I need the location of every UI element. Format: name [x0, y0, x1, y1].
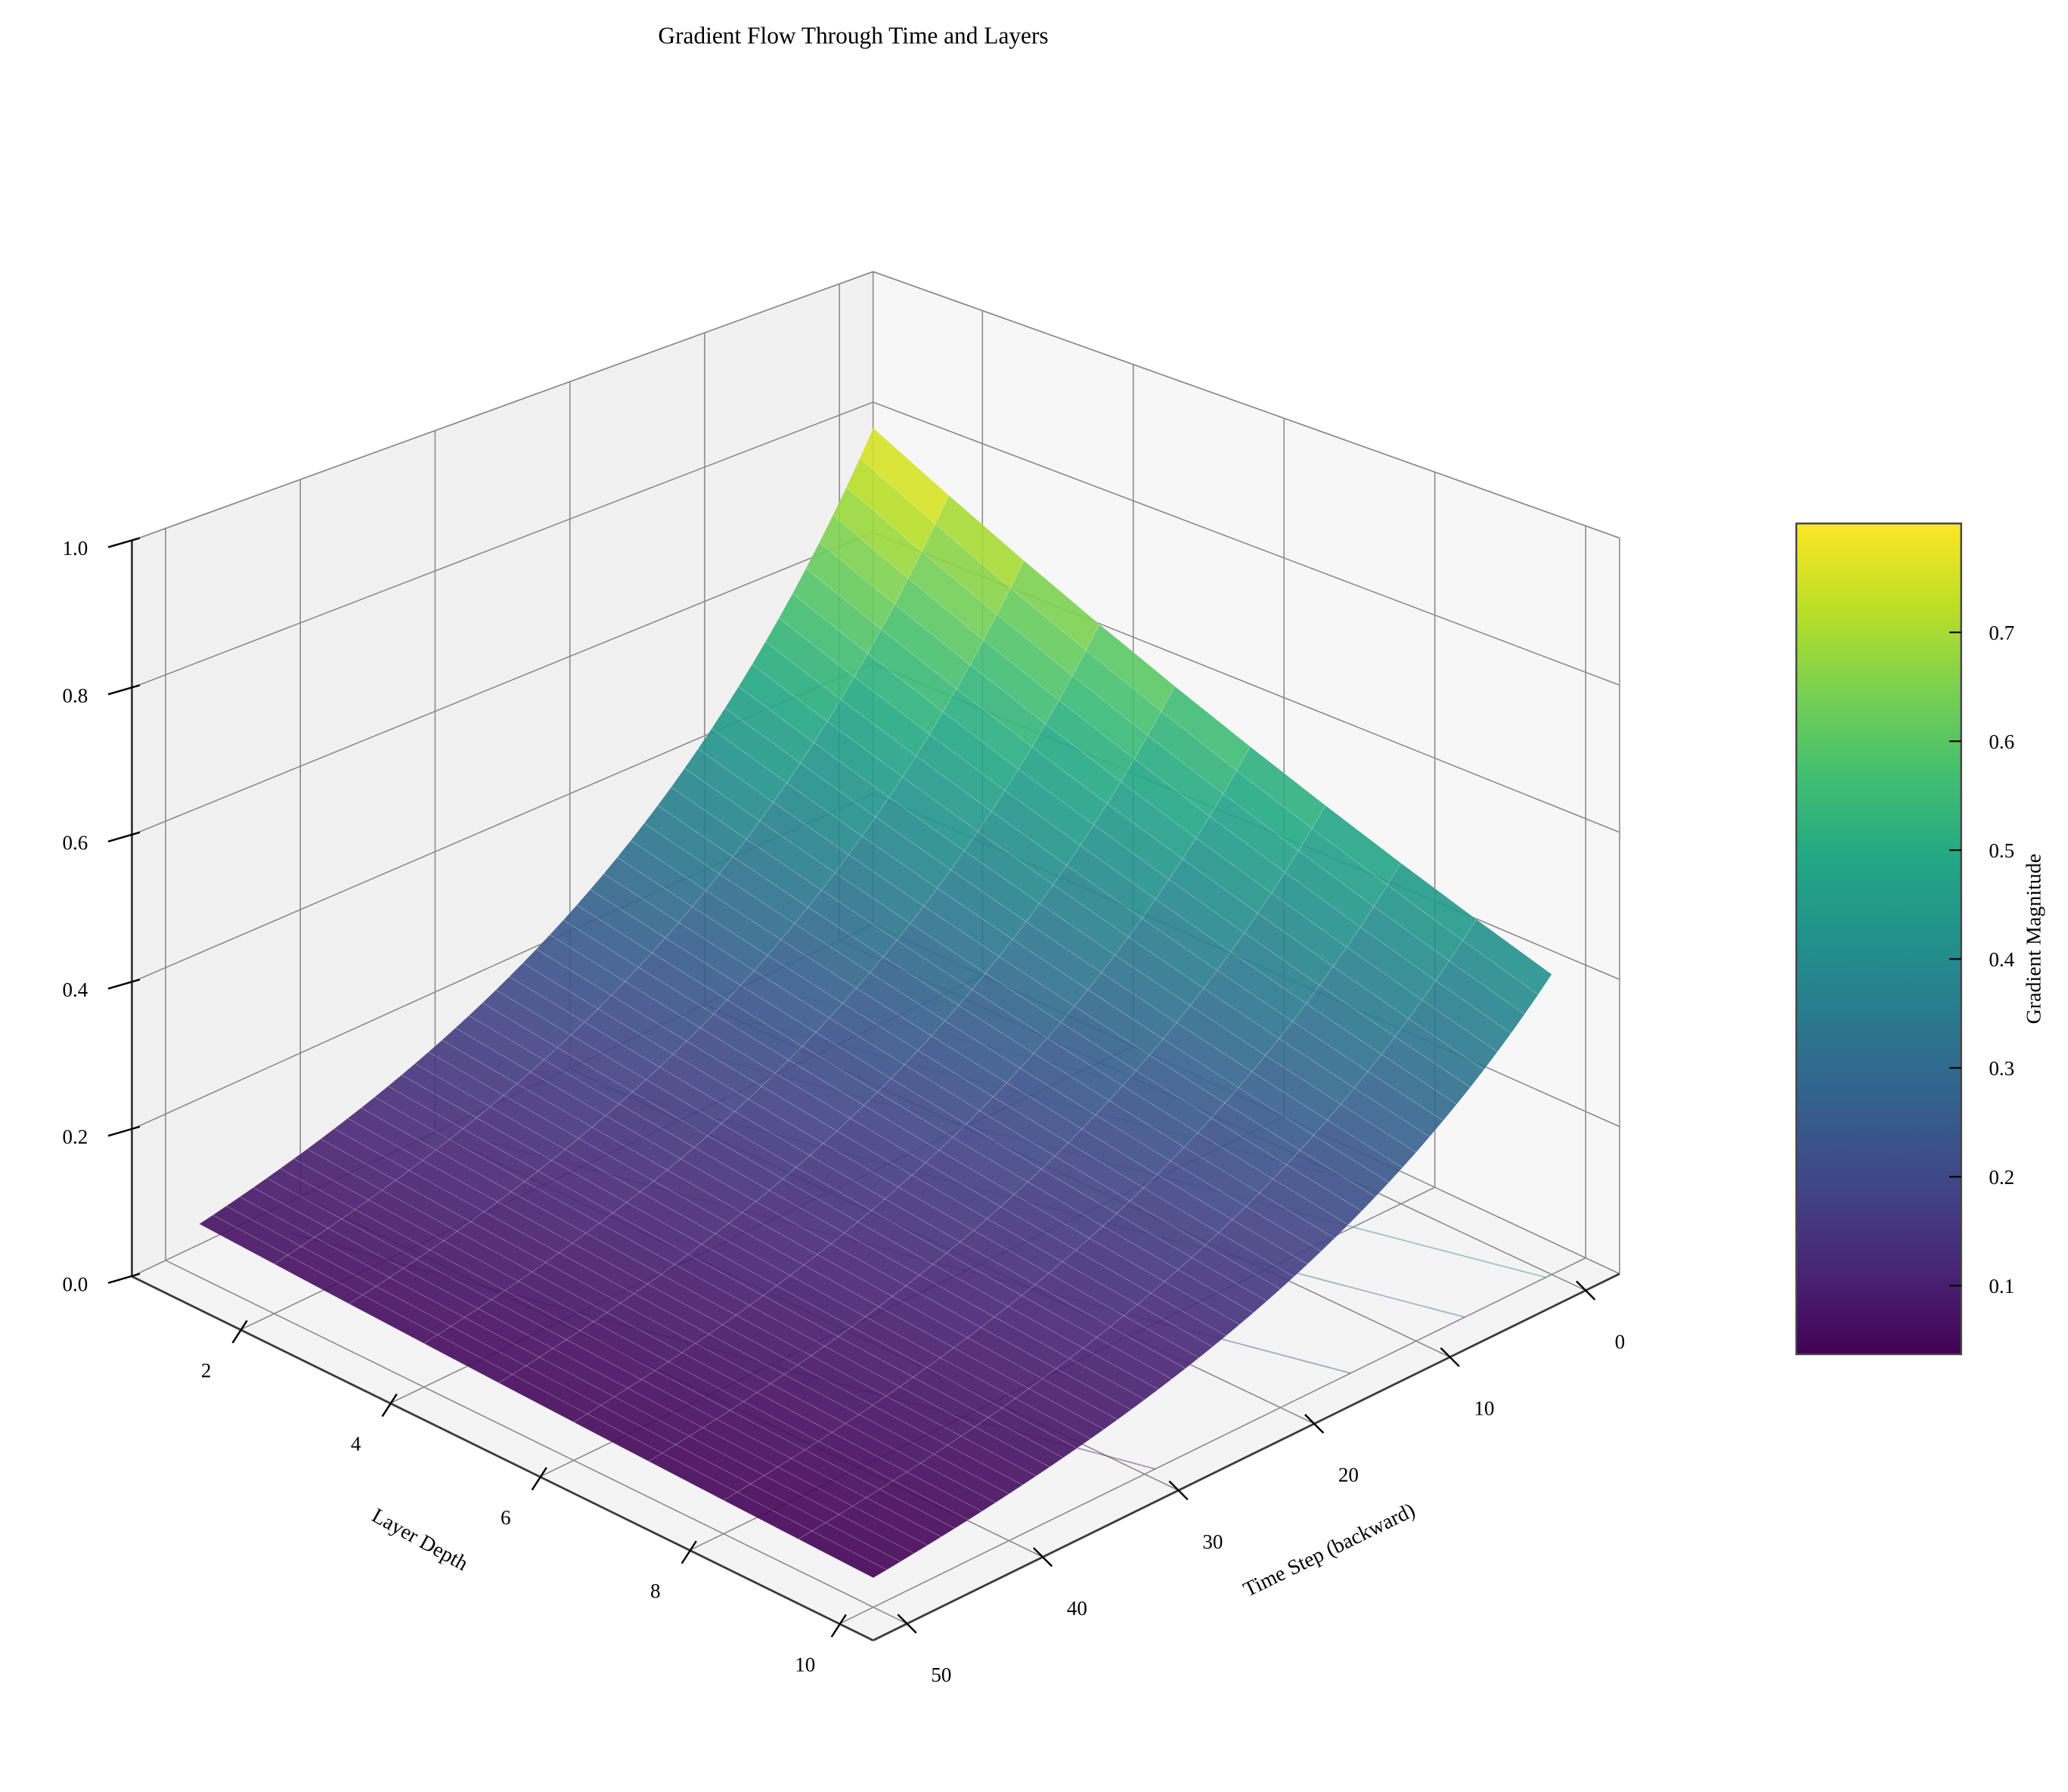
z-tick	[107, 831, 141, 843]
layer-tick	[531, 1467, 547, 1491]
colorbar-tick-label: 0.6	[1989, 730, 2014, 753]
z-tick-label: 0.2	[63, 1126, 88, 1149]
z-tick-label: 0.0	[63, 1273, 88, 1295]
colorbar-gradient	[1796, 523, 1961, 1355]
time-tick	[1304, 1413, 1325, 1434]
time-step-axis: 0 10 20 30 40 50	[897, 1280, 1626, 1686]
surface-plot	[198, 427, 1552, 1579]
colorbar-tick-label: 0.5	[1989, 839, 2014, 862]
time-tick-label: 20	[1338, 1464, 1359, 1487]
z-tick-label: 0.6	[63, 831, 88, 854]
colorbar: 0.1 0.2 0.3 0.4 0.5 0.6 0.7 Gradient Magnitude	[1795, 522, 2045, 1356]
layer-tick-label: 2	[201, 1359, 212, 1381]
colorbar-tick-label: 0.2	[1989, 1166, 2014, 1189]
surface-facet	[798, 1530, 888, 1579]
time-tick-label: 50	[931, 1663, 951, 1686]
plot-3d-axes: 0.0 0.2 0.4 0.6 0.8 1.0 2 4 6 8 10 0 10 20 30 40 50 La…	[63, 271, 1626, 1686]
layer-tick-label: 10	[795, 1653, 815, 1676]
time-tick	[897, 1614, 917, 1634]
pane-edge	[873, 271, 1620, 539]
time-tick-label: 30	[1202, 1530, 1223, 1553]
chart-title: Gradient Flow Through Time and Layers	[658, 23, 1048, 49]
pane-edge	[132, 271, 873, 541]
colorbar-tick-label: 0.3	[1989, 1057, 2014, 1080]
z-tick	[107, 537, 141, 548]
time-tick-label: 10	[1474, 1397, 1494, 1420]
z-tick-label: 0.8	[63, 684, 88, 707]
left-pane	[132, 271, 873, 1277]
layer-tick-label: 6	[501, 1506, 511, 1529]
z-tick	[107, 684, 141, 696]
time-tick	[1440, 1347, 1460, 1367]
layer-tick	[231, 1319, 248, 1344]
colorbar-tick-label: 0.4	[1989, 948, 2014, 971]
z-axis: 0.0 0.2 0.4 0.6 0.8 1.0	[63, 537, 141, 1295]
z-gridline-right	[873, 401, 1620, 686]
layer-tick	[681, 1540, 697, 1564]
time-tick	[1168, 1480, 1189, 1501]
layer-tick	[381, 1393, 398, 1417]
layer-depth-axis: 2 4 6 8 10	[201, 1319, 847, 1676]
z-tick-label: 0.4	[63, 978, 88, 1001]
z-tick-label: 1.0	[63, 537, 88, 560]
colorbar-label: Gradient Magnitude	[2022, 854, 2045, 1024]
z-gridline-left	[132, 401, 873, 689]
time-tick-label: 40	[1067, 1597, 1087, 1620]
layer-tick-label: 4	[351, 1433, 361, 1456]
time-axis-line	[873, 1273, 1620, 1642]
time-tick	[1033, 1547, 1053, 1567]
colorbar-tick-label: 0.1	[1989, 1275, 2014, 1297]
z-tick	[107, 1273, 141, 1285]
layer-gridline-floor	[839, 1257, 1586, 1625]
z-tick	[107, 1125, 141, 1137]
time-tick-label: 0	[1615, 1330, 1626, 1353]
layer-tick-label: 8	[650, 1580, 661, 1602]
colorbar-outline	[1795, 522, 1962, 1356]
time-step-axis-label: Time Step (backward)	[1240, 1499, 1419, 1602]
z-gridline-left	[132, 532, 873, 836]
layer-depth-axis-label: Layer Depth	[367, 1504, 472, 1576]
layer-axis-line	[131, 1275, 874, 1642]
layer-tick	[830, 1614, 847, 1638]
colorbar-tick-label: 0.7	[1989, 622, 2014, 644]
axis-lines	[131, 541, 1620, 1642]
colorbar-ticks: 0.1 0.2 0.3 0.4 0.5 0.6 0.7	[1949, 622, 2015, 1297]
time-tick	[1576, 1280, 1596, 1301]
z-tick	[107, 978, 141, 990]
time-gridline-floor	[165, 1260, 907, 1625]
